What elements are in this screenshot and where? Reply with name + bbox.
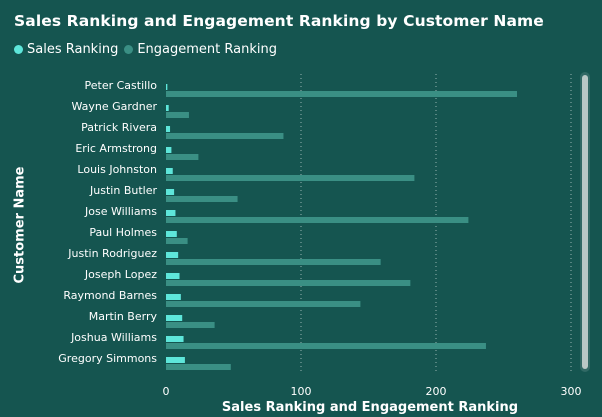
legend-swatch-engagement bbox=[124, 45, 134, 54]
bar-engagement-ranking-0 bbox=[166, 91, 517, 97]
bar-sales-ranking-6 bbox=[166, 210, 176, 216]
scrollbar-thumb[interactable] bbox=[582, 75, 588, 369]
bar-sales-ranking-4 bbox=[166, 168, 173, 174]
x-axis-title: Sales Ranking and Engagement Ranking bbox=[221, 400, 519, 415]
x-tick-label-0: 0 bbox=[163, 385, 170, 398]
x-tick-label-300: 300 bbox=[561, 385, 582, 398]
chart-title: Sales Ranking and Engagement Ranking by … bbox=[14, 12, 544, 30]
bar-engagement-ranking-10 bbox=[166, 301, 361, 307]
bar-sales-ranking-1 bbox=[166, 105, 169, 111]
bar-sales-ranking-13 bbox=[166, 357, 185, 363]
category-label-5: Justin Butler bbox=[89, 184, 157, 197]
bar-sales-ranking-3 bbox=[166, 147, 172, 153]
bar-engagement-ranking-9 bbox=[166, 280, 411, 286]
bar-sales-ranking-2 bbox=[166, 126, 171, 132]
bar-engagement-ranking-8 bbox=[166, 259, 381, 265]
bar-sales-ranking-0 bbox=[166, 84, 168, 90]
bar-engagement-ranking-5 bbox=[166, 196, 238, 202]
bar-sales-ranking-5 bbox=[166, 189, 175, 195]
bar-engagement-ranking-13 bbox=[166, 364, 231, 370]
category-label-3: Eric Armstrong bbox=[75, 142, 157, 155]
category-label-4: Louis Johnston bbox=[77, 163, 157, 176]
category-label-2: Patrick Rivera bbox=[81, 121, 157, 134]
bar-engagement-ranking-7 bbox=[166, 238, 188, 244]
category-label-6: Jose Williams bbox=[84, 205, 157, 218]
bar-sales-ranking-12 bbox=[166, 336, 184, 342]
category-label-9: Joseph Lopez bbox=[84, 268, 157, 281]
x-tick-label-200: 200 bbox=[426, 385, 447, 398]
bar-engagement-ranking-12 bbox=[166, 343, 486, 349]
bar-engagement-ranking-1 bbox=[166, 112, 189, 118]
category-label-0: Peter Castillo bbox=[85, 79, 158, 92]
category-label-8: Justin Rodriguez bbox=[67, 247, 157, 260]
legend-item-engagement[interactable]: Engagement Ranking bbox=[124, 42, 277, 57]
legend: Sales Ranking Engagement Ranking bbox=[14, 42, 283, 57]
bar-sales-ranking-11 bbox=[166, 315, 183, 321]
bar-engagement-ranking-4 bbox=[166, 175, 415, 181]
bar-engagement-ranking-2 bbox=[166, 133, 284, 139]
bar-sales-ranking-8 bbox=[166, 252, 179, 258]
legend-label-engagement: Engagement Ranking bbox=[137, 42, 277, 57]
category-label-10: Raymond Barnes bbox=[63, 289, 157, 302]
legend-swatch-sales bbox=[14, 45, 23, 54]
category-label-7: Paul Holmes bbox=[89, 226, 157, 239]
legend-label-sales: Sales Ranking bbox=[27, 42, 119, 57]
bar-sales-ranking-10 bbox=[166, 294, 181, 300]
x-tick-label-100: 100 bbox=[291, 385, 312, 398]
category-label-11: Martin Berry bbox=[89, 310, 158, 323]
bar-sales-ranking-9 bbox=[166, 273, 180, 279]
bar-engagement-ranking-11 bbox=[166, 322, 215, 328]
bar-engagement-ranking-3 bbox=[166, 154, 199, 160]
bar-engagement-ranking-6 bbox=[166, 217, 469, 223]
bar-sales-ranking-7 bbox=[166, 231, 177, 237]
category-label-12: Joshua Williams bbox=[70, 331, 157, 344]
legend-item-sales[interactable]: Sales Ranking bbox=[14, 42, 118, 57]
category-label-1: Wayne Gardner bbox=[72, 100, 158, 113]
category-label-13: Gregory Simmons bbox=[58, 352, 157, 365]
